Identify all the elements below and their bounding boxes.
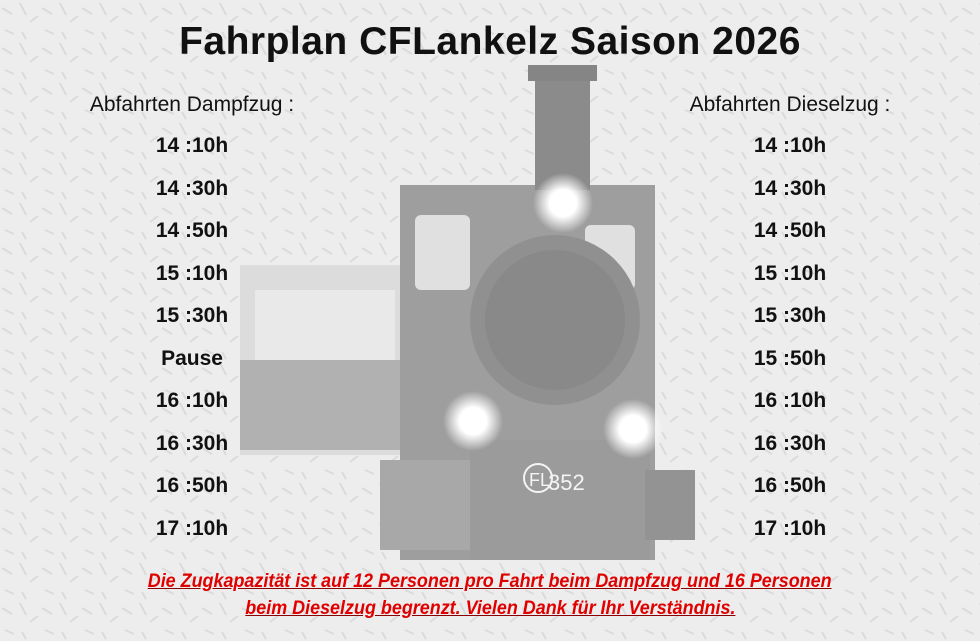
departure-time: 14 :30h xyxy=(753,176,827,200)
departure-time: 16 :10h xyxy=(753,389,827,412)
departure-time: 17 :10h xyxy=(753,516,827,540)
departure-time: 14 :50h xyxy=(753,219,827,242)
plate-number: 352 xyxy=(548,470,585,495)
chimney xyxy=(535,65,590,190)
departure-time: 15 :30h xyxy=(155,304,229,327)
departure-time: 15 :50h xyxy=(753,346,827,370)
departure-time: 16 :10h xyxy=(155,389,229,412)
departure-time: 16 :30h xyxy=(753,431,827,455)
departure-time: 16 :30h xyxy=(155,431,229,455)
departure-time: 14 :10h xyxy=(155,134,229,157)
departure-time: 17 :10h xyxy=(155,516,229,540)
departure-time: 15 :30h xyxy=(753,304,827,327)
notice-line-2: beim Dieselzug begrenzt. Vielen Dank für… xyxy=(244,597,736,619)
headlight xyxy=(603,399,663,459)
departure-time: 14 :10h xyxy=(753,134,827,157)
pause-label: Pause xyxy=(161,346,223,370)
diesel-schedule: Abfahrten Dieselzug : 14 :10h 14 :30h 14 :… xyxy=(640,90,940,540)
departure-time: 14 :30h xyxy=(155,176,229,200)
capacity-notice: Die Zugkapazität ist auf 12 Personen pro… xyxy=(0,568,980,622)
steam-heading: Abfahrten Dampfzug : xyxy=(89,93,295,116)
departure-time: 15 :10h xyxy=(155,261,229,285)
departure-time: 14 :50h xyxy=(155,219,229,242)
diesel-heading: Abfahrten Dieselzug : xyxy=(689,93,891,116)
departure-time: 16 :50h xyxy=(753,474,827,497)
notice-line-1: Die Zugkapazität ist auf 12 Personen pro… xyxy=(148,570,832,592)
departure-time: 15 :10h xyxy=(753,261,827,285)
headlight xyxy=(533,173,593,233)
departure-time: 16 :50h xyxy=(155,474,229,497)
plate-logo: FL xyxy=(529,470,550,490)
page-title: Fahrplan CFLankelz Saison 2026 xyxy=(179,20,801,63)
headlight xyxy=(443,391,503,451)
steam-schedule: Abfahrten Dampfzug : 14 :10h 14 :30h 14 :5… xyxy=(42,90,342,540)
